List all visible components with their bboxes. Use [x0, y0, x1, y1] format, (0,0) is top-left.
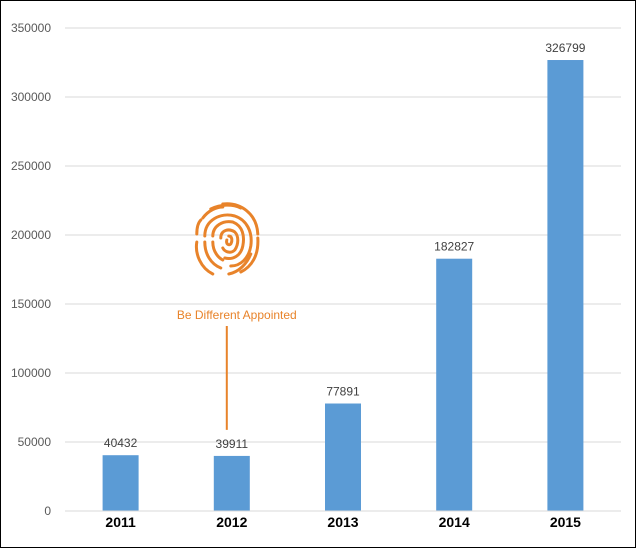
y-tick-label: 0	[44, 504, 51, 518]
y-tick-label: 100000	[11, 366, 51, 380]
data-label: 77891	[326, 385, 360, 399]
y-tick-label: 200000	[11, 228, 51, 242]
x-category-label: 2011	[105, 514, 136, 530]
annotation: Be Different Appointed	[177, 202, 297, 430]
data-label: 182827	[434, 240, 474, 254]
y-tick-label: 350000	[11, 21, 51, 35]
data-label: 326799	[545, 41, 585, 55]
y-tick-label: 300000	[11, 90, 51, 104]
annotation-label: Be Different Appointed	[177, 308, 297, 322]
y-tick-label: 150000	[11, 297, 51, 311]
x-category-label: 2015	[550, 514, 581, 530]
bar	[102, 455, 139, 511]
x-axis-categories: 2011 2012 2013 2014 2015	[105, 514, 581, 530]
bar	[325, 403, 361, 511]
x-category-label: 2012	[216, 514, 247, 530]
x-category-label: 2013	[327, 514, 358, 530]
x-category-label: 2014	[439, 514, 470, 530]
data-labels: 40432 39911 77891 182827 326799	[104, 41, 586, 451]
bars	[102, 60, 584, 511]
bar	[436, 258, 473, 511]
fingerprint-icon	[194, 202, 260, 276]
y-tick-label: 250000	[11, 159, 51, 173]
gridlines	[65, 27, 621, 443]
bar	[547, 60, 584, 511]
bar	[213, 455, 250, 511]
data-label: 39911	[216, 437, 249, 451]
y-axis-ticks: 0 50000 100000 150000 200000 250000 300000 3500…	[11, 21, 51, 518]
data-label: 40432	[104, 436, 138, 450]
y-tick-label: 50000	[18, 435, 52, 449]
